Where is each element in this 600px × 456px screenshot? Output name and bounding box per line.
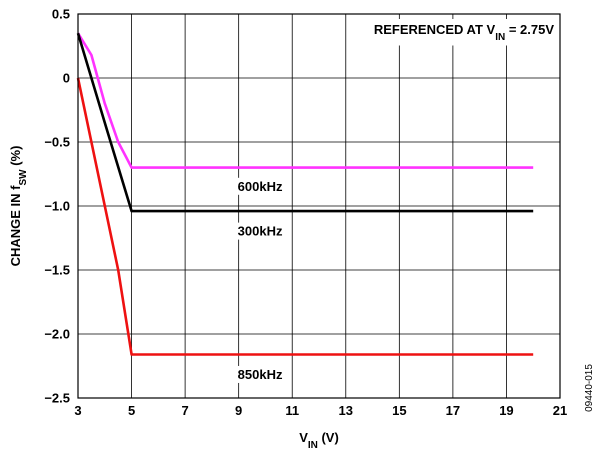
- y-tick-label: 0: [63, 71, 70, 86]
- x-tick-label: 5: [128, 403, 135, 418]
- y-tick-label: 0.5: [52, 7, 70, 22]
- y-tick-labels: 0.5 0 −0.5 −1.0 −1.5 −2.0 −2.5: [44, 7, 70, 406]
- y-tick-label: −1.0: [44, 199, 70, 214]
- x-tick-label: 7: [181, 403, 188, 418]
- x-tick-label: 17: [446, 403, 460, 418]
- annotation-bg: [367, 19, 559, 46]
- y-tick-label: −2.5: [44, 391, 70, 406]
- series-line-300kHz: [76, 32, 534, 213]
- x-tick-label: 19: [499, 403, 513, 418]
- y-tick-label: −0.5: [44, 135, 70, 150]
- plot-frame: [77, 13, 561, 399]
- series-label-850kHz: 850kHz: [238, 367, 283, 382]
- y-tick-label: −1.5: [44, 263, 70, 278]
- series-label-bg: [236, 177, 285, 195]
- y-tick-label: −2.0: [44, 327, 70, 342]
- x-axis-label: VIN (V): [299, 430, 339, 451]
- x-tick-label: 3: [74, 403, 81, 418]
- x-tick-label: 13: [339, 403, 353, 418]
- series-labels: 600kHz 300kHz 850kHz: [236, 177, 285, 383]
- x-tick-label: 9: [235, 403, 242, 418]
- x-tick-labels: 3 5 7 9 11 13 15 17 19 21: [74, 403, 567, 418]
- x-tick-label: 15: [392, 403, 406, 418]
- annotation: REFERENCED AT VIN = 2.75V: [374, 22, 554, 43]
- series-line-850kHz: [76, 77, 534, 356]
- series-label-bg: [236, 222, 285, 240]
- x-tick-label: 11: [285, 403, 299, 418]
- x-tick-label: 21: [553, 403, 567, 418]
- series-line-600kHz: [76, 32, 534, 169]
- y-axis-label: CHANGE IN fSW (%): [8, 146, 29, 267]
- series-label-600kHz: 600kHz: [238, 179, 283, 194]
- series-label-300kHz: 300kHz: [238, 224, 283, 239]
- series-lines: [76, 32, 534, 356]
- series-label-bg: [236, 365, 285, 383]
- figure-id: 09440-015: [584, 364, 595, 412]
- grid: [78, 14, 560, 398]
